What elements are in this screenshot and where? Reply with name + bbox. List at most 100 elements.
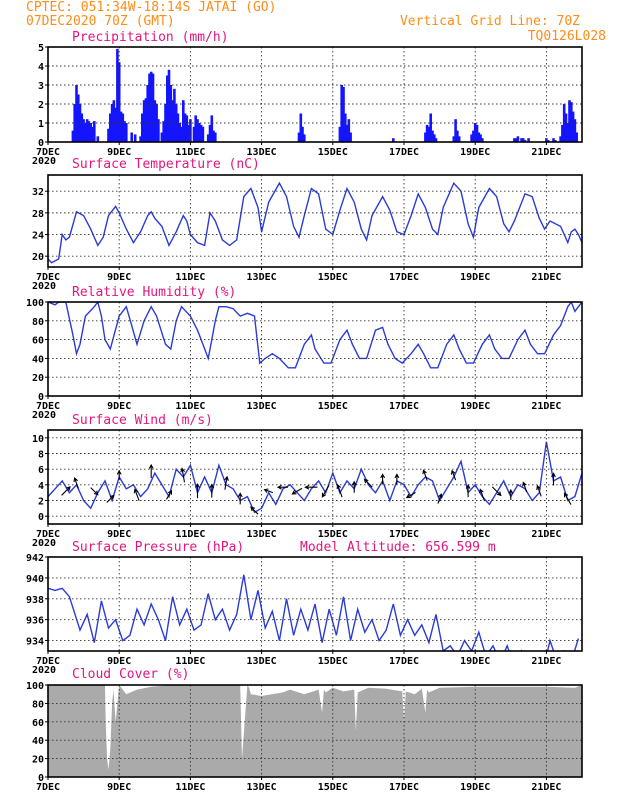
x-tick-label-cloud: 11DEC: [175, 782, 205, 793]
wind-arrow: [351, 480, 357, 493]
y-tick-label-pres: 934: [26, 637, 44, 648]
precip-bar: [151, 73, 155, 142]
precip-bar: [180, 126, 183, 142]
precip-bar: [564, 113, 568, 142]
precip-bar: [125, 123, 128, 142]
header-grid-line: Vertical Grid Line: 70Z: [400, 14, 580, 29]
precip-bar: [171, 100, 174, 142]
y-tick-label-pres: 940: [26, 574, 44, 585]
precip-bar: [522, 138, 525, 142]
wind-arrow: [209, 483, 215, 498]
y-tick-label-precip: 5: [38, 43, 44, 54]
wind-arrow: [551, 472, 556, 486]
precip-bar: [201, 126, 205, 142]
x-tick-label-precip: 7DEC: [36, 147, 60, 158]
precip-bar: [117, 62, 121, 142]
precip-bar: [210, 115, 214, 142]
wind-arrow: [522, 481, 528, 493]
x-tick-label-rh: 9DEC: [107, 401, 131, 412]
precip-bar: [89, 123, 92, 142]
x-tick-label-wind: 9DEC: [107, 529, 131, 540]
x-tick-label-pres: 19DEC: [460, 656, 490, 667]
y-tick-label-precip: 4: [38, 62, 44, 73]
panel-title-precip: Precipitation (mm/h): [72, 30, 229, 45]
x-tick-label-temp: 11DEC: [175, 272, 205, 283]
precip-bar: [573, 119, 577, 142]
y-tick-label-precip: 1: [38, 119, 44, 130]
y-tick-label-pres: 942: [26, 553, 44, 564]
precip-bar: [513, 138, 516, 142]
precip-bar: [212, 130, 215, 142]
precip-bar: [568, 100, 571, 142]
y-tick-label-wind: 10: [32, 434, 44, 445]
precip-bar: [183, 113, 187, 142]
precip-bar: [87, 121, 91, 142]
wind-arrow: [195, 482, 200, 499]
y-tick-label-cloud: 60: [32, 718, 44, 729]
wind-arrow: [450, 469, 457, 481]
precip-bar: [303, 134, 306, 142]
wind-arrow: [321, 485, 330, 498]
precip-bar: [82, 119, 85, 142]
precip-bar: [119, 111, 123, 142]
precip-bar: [520, 138, 523, 142]
precip-bar: [157, 119, 160, 142]
precip-bar: [345, 124, 349, 142]
x-tick-label-rh: 11DEC: [175, 401, 205, 412]
panel-title-wind: Surface Wind (m/s): [72, 413, 213, 428]
precip-bar: [527, 138, 530, 142]
precip-bar: [146, 85, 149, 142]
y-tick-label-precip: 3: [38, 81, 44, 92]
precip-bar: [121, 113, 125, 142]
wind-arrow: [465, 483, 471, 498]
panel-wind: Surface Wind (m/s) 0 2 4 6 8 10 7DEC 9DEC 11DEC 13…: [32, 413, 583, 549]
y-tick-label-wind: 8: [38, 450, 44, 461]
series-line-temp: [48, 181, 582, 264]
x-tick-label-cloud: 19DEC: [460, 782, 490, 793]
panel-title-pres: Surface Pressure (hPa): [72, 540, 244, 555]
precip-bar: [470, 134, 473, 142]
precip-bar: [194, 115, 197, 142]
year-label-precip: 2020: [32, 156, 56, 167]
y-tick-label-cloud: 0: [38, 773, 44, 784]
precip-bar: [338, 126, 342, 142]
header-run-time: 07DEC2020 70Z (GMT): [26, 14, 175, 29]
precip-bar: [477, 132, 481, 142]
x-tick-label-cloud: 7DEC: [36, 782, 60, 793]
precip-bar: [454, 119, 457, 142]
precip-bar: [123, 121, 126, 142]
y-tick-label-pres: 936: [26, 616, 44, 627]
series-line-pres: [48, 574, 580, 651]
precip-bar: [107, 128, 110, 142]
precip-bar: [472, 130, 475, 142]
panel-frame-wind: [47, 429, 583, 525]
precip-bar: [139, 136, 142, 142]
x-tick-label-precip: 19DEC: [460, 147, 490, 158]
year-label-temp: 2020: [32, 281, 56, 292]
y-tick-label-temp: 28: [32, 209, 44, 220]
wind-arrow: [405, 492, 416, 499]
data-layer-wind: [48, 441, 582, 514]
precip-bar: [342, 86, 345, 142]
x-tick-label-temp: 15DEC: [318, 272, 348, 283]
y-tick-label-rh: 100: [26, 298, 44, 309]
precip-bar: [149, 71, 153, 142]
precip-bar: [198, 123, 201, 142]
wind-arrow: [422, 469, 428, 481]
wind-arrow: [491, 486, 502, 497]
wind-arrow: [336, 483, 343, 498]
wind-arrow: [508, 488, 514, 500]
y-tick-label-wind: 4: [38, 481, 44, 492]
precip-bar: [84, 123, 87, 142]
panel-frame-cloud: [47, 684, 583, 778]
y-tick-label-rh: 80: [32, 317, 44, 328]
precip-bar: [112, 100, 116, 142]
precip-bar: [349, 132, 352, 142]
precip-bar: [144, 98, 148, 142]
precip-bar: [457, 136, 461, 142]
x-tick-label-temp: 13DEC: [247, 272, 277, 283]
x-tick-label-temp: 7DEC: [36, 272, 60, 283]
x-tick-label-cloud: 17DEC: [389, 782, 419, 793]
wind-arrow: [394, 473, 400, 485]
y-tick-label-rh: 40: [32, 354, 44, 365]
